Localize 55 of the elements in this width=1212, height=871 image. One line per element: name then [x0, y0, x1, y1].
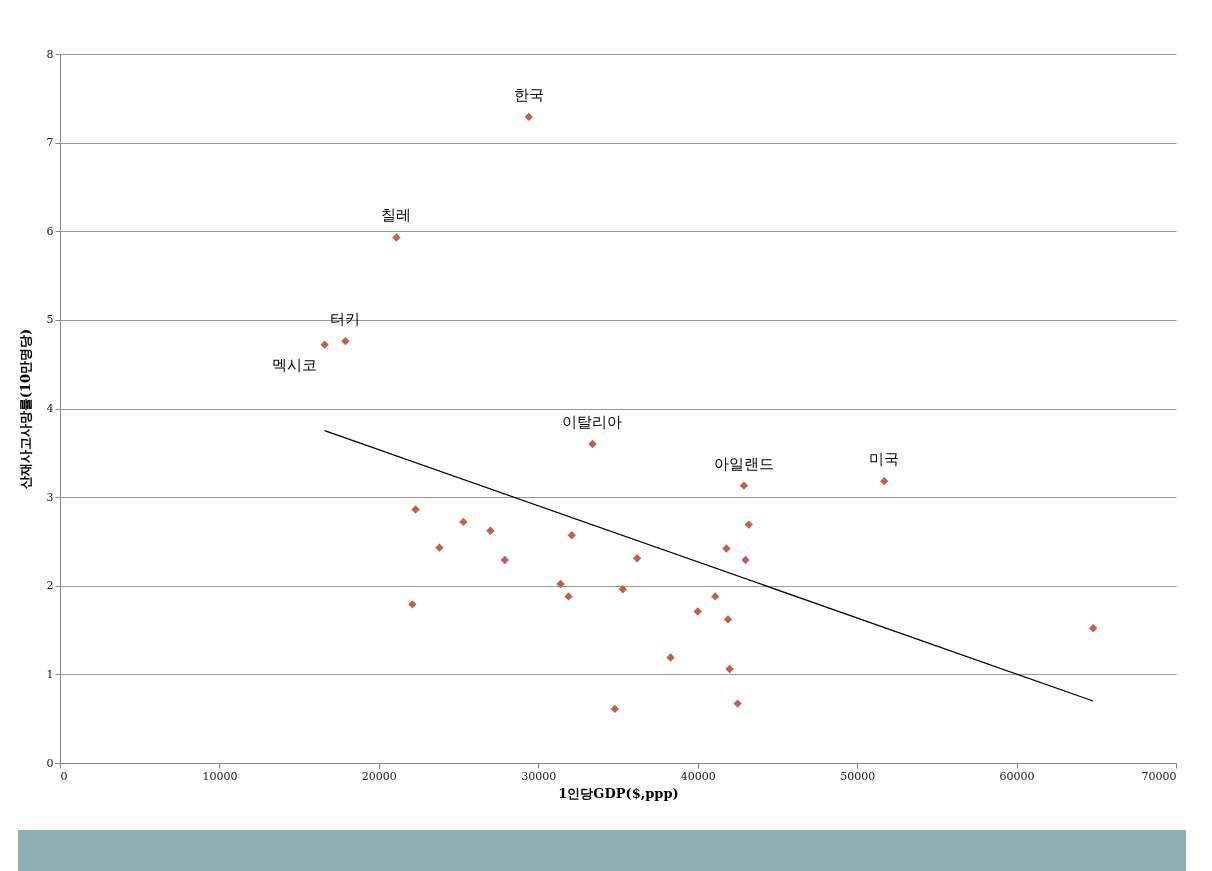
point: [408, 600, 417, 609]
point: [618, 585, 627, 594]
point: [588, 439, 597, 449]
point: [693, 607, 702, 616]
point: [500, 555, 509, 565]
point: [666, 653, 675, 662]
x-tick-label: 40000: [680, 769, 716, 783]
point: [1088, 624, 1098, 633]
point: [741, 555, 750, 565]
x-axis-title: 1인당GDP($,ppp): [558, 785, 679, 801]
point: [411, 505, 420, 514]
annotation: 터키: [330, 310, 361, 329]
point: [880, 476, 889, 486]
y-tick-label: 7: [46, 136, 54, 150]
point: [725, 664, 734, 674]
point: [711, 592, 720, 601]
point: [744, 520, 753, 529]
y-tick-label: 2: [46, 579, 54, 593]
point: [722, 544, 731, 553]
annotation: 칠레: [381, 206, 412, 225]
y-tick-label: 0: [46, 756, 54, 770]
x-tick-label: 10000: [202, 769, 238, 783]
annotation: 한국: [513, 85, 544, 104]
point: [632, 554, 642, 563]
y-tick-label: 3: [46, 490, 54, 504]
point: [524, 112, 533, 122]
point: [564, 592, 573, 601]
x-tick-label: 30000: [521, 769, 557, 783]
y-tick-label: 5: [46, 313, 54, 327]
y-axis-title: 산재사고사망률(10만명당): [17, 328, 33, 490]
x-tick-label: 70000: [1141, 769, 1177, 783]
annotation: 미국: [869, 450, 900, 469]
point: [567, 531, 576, 540]
x-tick-label: 50000: [840, 769, 876, 783]
point: [392, 233, 401, 242]
annotation: 멕시코: [271, 355, 317, 374]
y-tick-label: 4: [46, 402, 54, 415]
point: [723, 615, 733, 624]
point: [739, 481, 749, 490]
point: [733, 699, 742, 708]
annotation: 아일랜드: [713, 454, 774, 473]
point: [459, 517, 468, 527]
point: [556, 579, 565, 589]
point: [610, 704, 619, 714]
point: [341, 336, 350, 346]
point: [486, 526, 495, 535]
annotation: 이탈리아: [562, 412, 623, 431]
x-tick-label: 0: [60, 769, 68, 783]
point: [320, 340, 329, 349]
x-tick-label: 20000: [361, 769, 397, 783]
y-tick-label: 1: [46, 667, 54, 681]
y-tick-label: 8: [46, 47, 54, 61]
point: [435, 543, 444, 552]
y-tick-label: 6: [46, 224, 54, 238]
x-tick-label: 60000: [999, 769, 1035, 783]
